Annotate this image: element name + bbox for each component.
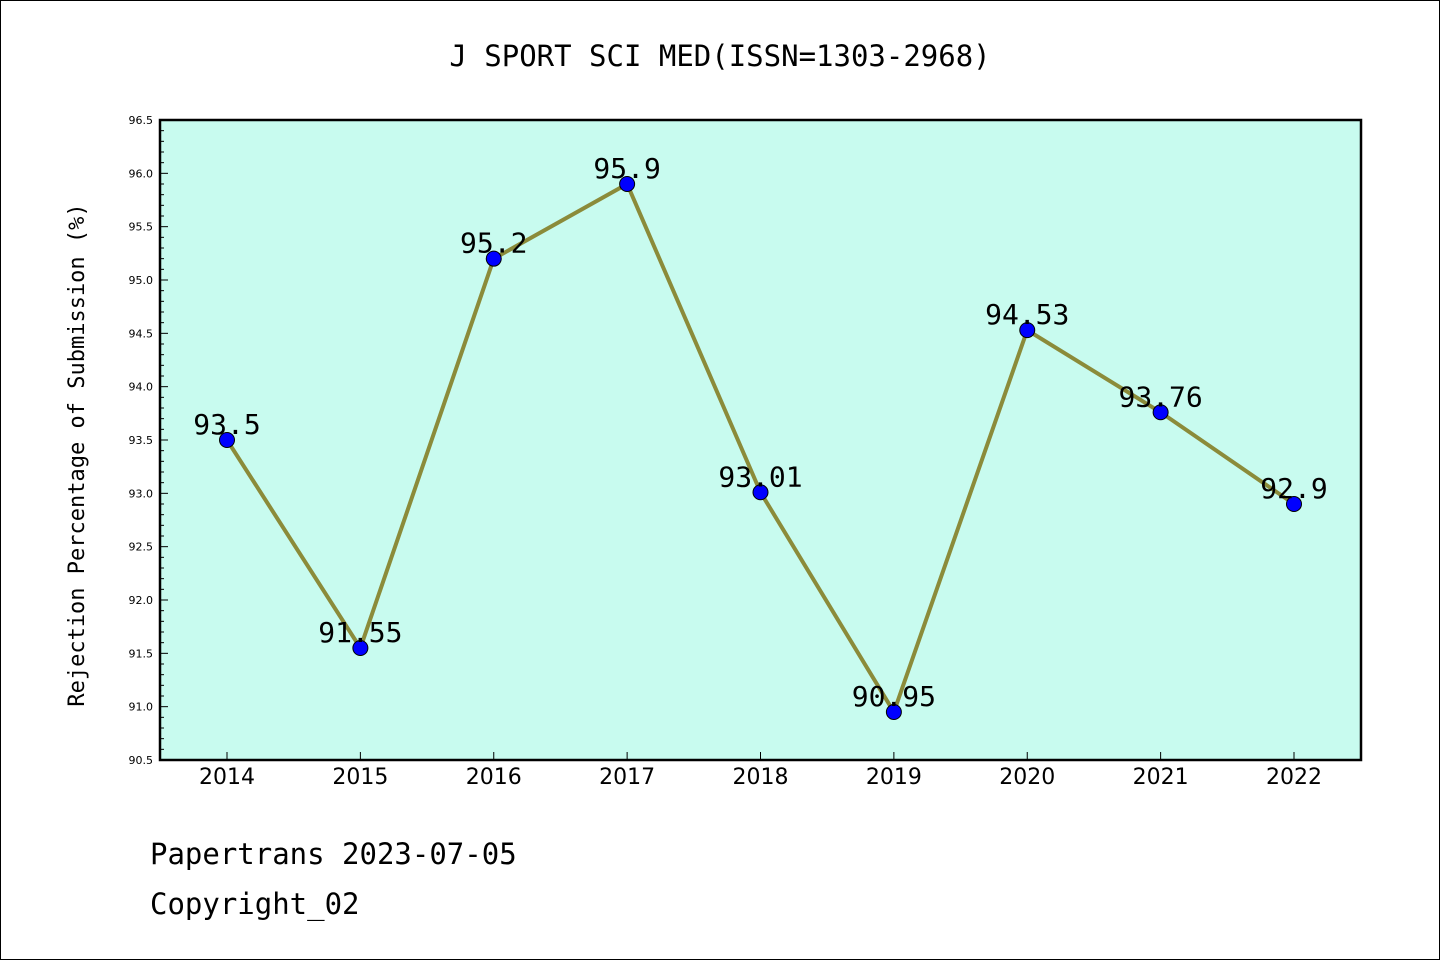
footer-date-text: Papertrans 2023-07-05 [150, 837, 517, 871]
data-point-marker [219, 432, 235, 448]
y-tick-label: 92.0 [129, 594, 154, 607]
data-point-label: 93.76 [1118, 380, 1202, 413]
y-tick-label: 96.0 [129, 167, 154, 180]
footer-copyright-text: Copyright_02 [150, 887, 360, 922]
data-series [219, 176, 1302, 720]
x-tick-label: 2016 [466, 765, 522, 790]
y-tick-label: 91.0 [129, 701, 154, 714]
data-point-label: 93.5 [193, 408, 260, 441]
x-tick-label: 2021 [1133, 765, 1189, 790]
data-point-marker [485, 250, 502, 267]
data-point-marker [1152, 404, 1169, 421]
x-tick-label: 2018 [733, 765, 789, 790]
chart-title: J SPORT SCI MED(ISSN=1303-2968) [449, 39, 990, 73]
x-tick-label: 2020 [999, 765, 1055, 790]
y-tick-label: 93.5 [129, 434, 154, 447]
y-tick-label: 95.0 [129, 274, 154, 287]
x-tick-label: 2017 [599, 765, 655, 790]
x-tick-label: 2022 [1266, 765, 1322, 790]
x-tick-label: 2015 [332, 765, 388, 790]
axis-ticks: 90.5 91.0 91.5 92.0 92.5 93.0 93.5 94.0 94.5 95.0… [129, 114, 1323, 790]
data-point-label: 92.9 [1260, 472, 1327, 505]
x-tick-label: 2019 [866, 765, 922, 790]
data-point-marker [752, 484, 769, 501]
plot-border [158, 118, 1363, 762]
y-tick-label: 90.5 [129, 754, 154, 767]
data-point-marker [619, 176, 636, 192]
y-tick-label: 94.0 [129, 381, 154, 394]
data-point-label: 94.53 [985, 298, 1069, 331]
y-tick-label: 94.5 [129, 327, 154, 340]
y-tick-label: 93.0 [129, 487, 154, 500]
data-point-label: 90.95 [852, 680, 936, 713]
data-point-marker [885, 704, 902, 720]
data-point-label: 95.9 [593, 152, 660, 185]
y-tick-label: 91.5 [129, 647, 154, 660]
data-point-label: 95.2 [460, 227, 527, 260]
plot-area [160, 120, 1361, 760]
y-tick-label: 95.5 [129, 221, 154, 234]
data-labels: 93.5 91.55 95.2 95.9 93.01 90.95 94.53 93.76 92.… [193, 152, 1327, 713]
data-point-label: 91.55 [318, 616, 402, 649]
data-point-marker [352, 640, 369, 656]
y-tick-label: 92.5 [129, 541, 154, 554]
data-point-label: 93.01 [718, 460, 802, 493]
y-axis-label: Rejection Percentage of Submission (%) [65, 203, 90, 706]
data-point-marker [1019, 322, 1036, 339]
y-tick-label: 96.5 [129, 114, 154, 127]
x-tick-label: 2014 [199, 765, 255, 790]
data-point-marker [1286, 496, 1302, 512]
